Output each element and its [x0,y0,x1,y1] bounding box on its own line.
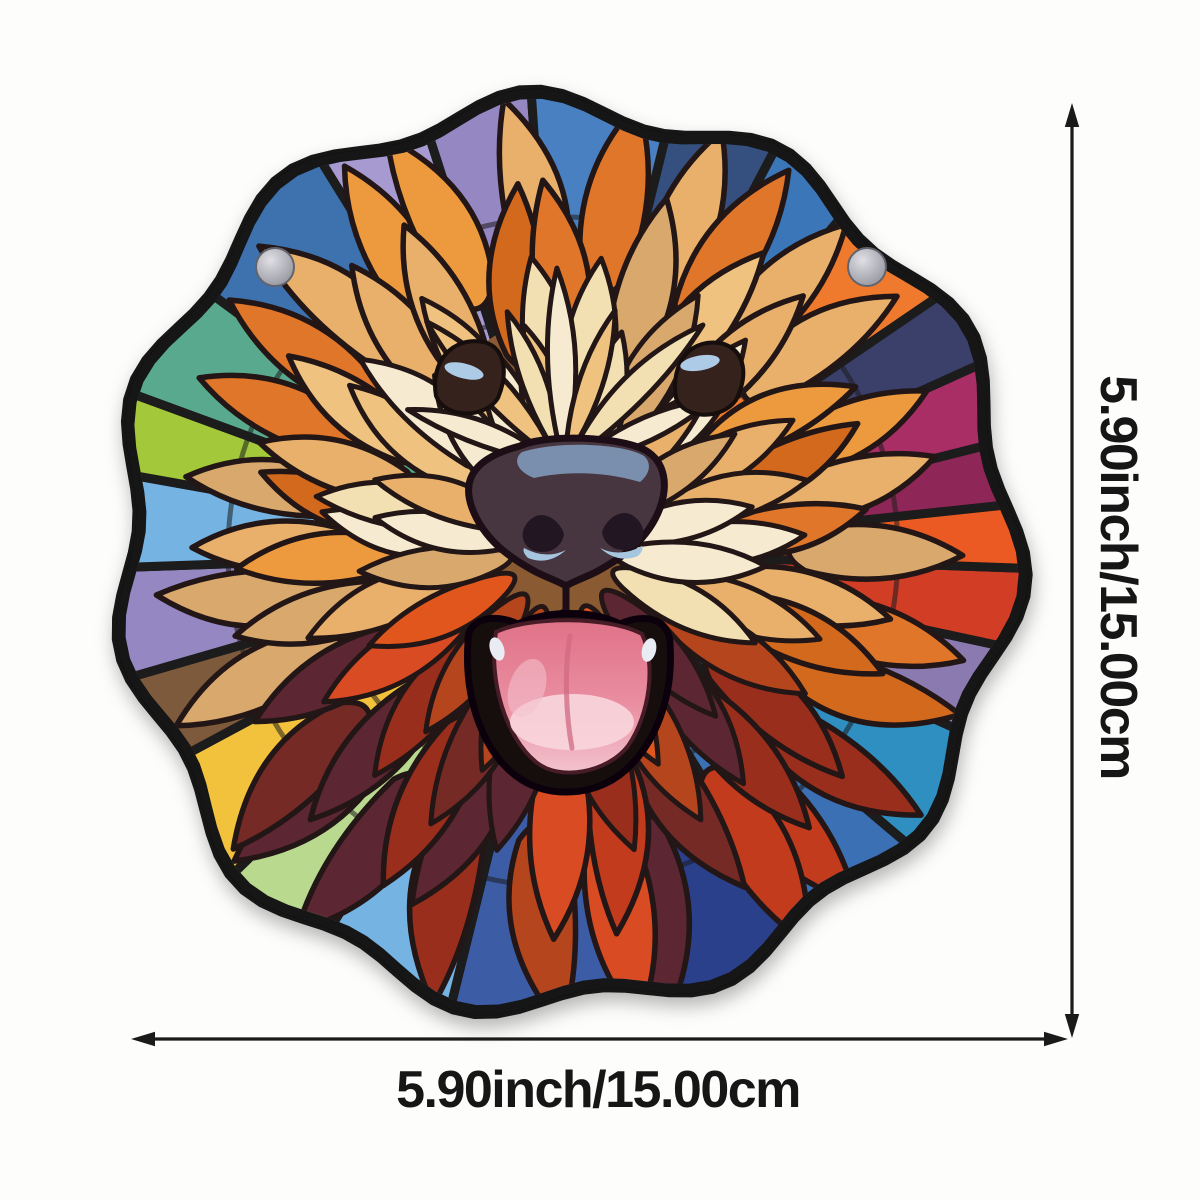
arrowhead-left-icon [131,1031,155,1047]
nose-sheen [517,444,649,482]
tongue-highlight-small [507,658,547,718]
right-eye [673,340,746,417]
arrowhead-up-icon [1064,103,1080,127]
fur-petal [610,565,758,646]
mounting-holes [255,247,887,287]
right-nostril-highlight [600,546,643,559]
mounting-hole-left [255,247,295,287]
fur-petal [230,699,373,852]
right-nostril [602,513,644,551]
left-nostril-highlight [523,548,566,561]
width-dimension-label: 5.90inch/15.00cm [396,1061,801,1119]
tooth-glint-left [489,637,505,661]
right-eye-highlight [680,354,720,372]
tongue-highlight [510,694,634,750]
tongue-crease [563,633,575,751]
left-nostril [522,515,564,553]
fur-petal [366,570,518,649]
arrowhead-right-icon [1044,1031,1068,1047]
tooth-glint-right [641,638,657,662]
mounting-hole-right [847,247,887,287]
left-eye-highlight [444,362,484,380]
width-dimension [131,1031,1068,1047]
height-dimension [1064,103,1080,1038]
arrowhead-down-icon [1064,1014,1080,1038]
suncatcher-artwork [111,84,1033,1020]
height-dimension-label: 5.90inch/15.00cm [1089,375,1147,779]
fur-petal [696,764,811,947]
dog-face [433,339,746,796]
fur-petal [384,134,497,312]
fur-petal [785,521,966,582]
